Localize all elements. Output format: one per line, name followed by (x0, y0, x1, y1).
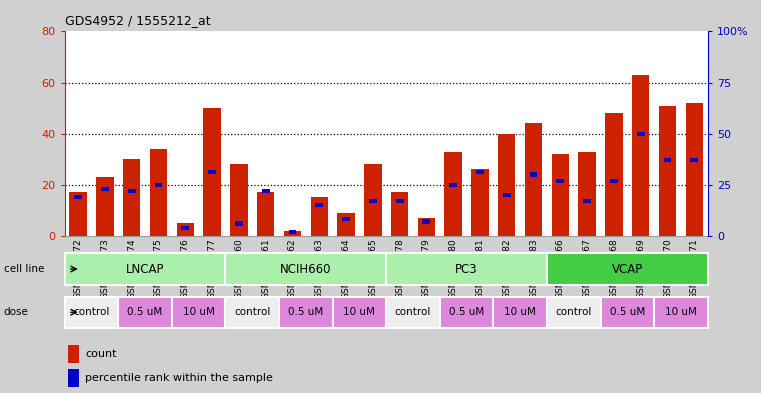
Bar (547, 297, 600, 328)
Text: 0.5 uM: 0.5 uM (127, 307, 163, 317)
Bar (279, 297, 333, 328)
Text: control: control (73, 307, 110, 317)
Bar (288, 230, 296, 234)
Bar (208, 171, 216, 174)
Bar (310, 197, 328, 236)
Text: 10 uM: 10 uM (505, 307, 536, 317)
Bar (364, 164, 381, 236)
Bar (65, 253, 225, 285)
Bar (172, 297, 225, 328)
Bar (530, 173, 537, 176)
Bar (493, 297, 547, 328)
Bar (235, 222, 243, 226)
Bar (181, 226, 189, 230)
Bar (128, 189, 135, 193)
Bar (547, 253, 708, 285)
Text: LNCAP: LNCAP (126, 263, 164, 275)
Text: 10 uM: 10 uM (183, 307, 215, 317)
Text: cell line: cell line (4, 264, 44, 274)
Bar (659, 105, 677, 236)
Bar (262, 189, 269, 193)
Bar (123, 159, 140, 236)
Bar (69, 192, 87, 236)
Bar (686, 103, 703, 236)
Bar (471, 169, 489, 236)
Bar (101, 187, 109, 191)
Text: percentile rank within the sample: percentile rank within the sample (85, 373, 273, 383)
Text: PC3: PC3 (455, 263, 478, 275)
Bar (203, 108, 221, 236)
Bar (449, 183, 457, 187)
Bar (284, 231, 301, 236)
Bar (444, 151, 462, 236)
Bar (654, 297, 708, 328)
Bar (583, 199, 591, 203)
Bar (690, 158, 699, 162)
Bar (150, 149, 167, 236)
Text: 0.5 uM: 0.5 uM (288, 307, 323, 317)
Bar (369, 199, 377, 203)
Bar (177, 223, 194, 236)
Bar (68, 369, 79, 387)
Bar (154, 183, 162, 187)
Bar (257, 192, 275, 236)
Bar (632, 75, 649, 236)
Bar (503, 193, 511, 197)
Text: NCIH660: NCIH660 (280, 263, 332, 275)
Bar (498, 134, 515, 236)
Text: VCAP: VCAP (612, 263, 643, 275)
Text: control: control (395, 307, 431, 317)
Bar (552, 154, 569, 236)
Bar (600, 297, 654, 328)
Bar (578, 151, 596, 236)
Bar (387, 297, 440, 328)
Bar (422, 219, 430, 224)
Bar (637, 132, 645, 136)
Text: 0.5 uM: 0.5 uM (610, 307, 645, 317)
Bar (230, 164, 247, 236)
Bar (664, 158, 671, 162)
Bar (391, 192, 409, 236)
Bar (315, 203, 323, 207)
Text: count: count (85, 349, 116, 359)
Bar (387, 253, 547, 285)
Bar (610, 178, 618, 183)
Text: 10 uM: 10 uM (665, 307, 697, 317)
Text: control: control (556, 307, 592, 317)
Bar (65, 297, 118, 328)
Bar (96, 177, 113, 236)
Bar (476, 171, 484, 174)
Text: GDS4952 / 1555212_at: GDS4952 / 1555212_at (65, 15, 210, 28)
Bar (418, 218, 435, 236)
Bar (556, 178, 565, 183)
Bar (396, 199, 403, 203)
Bar (225, 253, 387, 285)
Text: dose: dose (4, 307, 29, 317)
Text: control: control (234, 307, 270, 317)
Bar (74, 195, 82, 199)
Text: 0.5 uM: 0.5 uM (449, 307, 484, 317)
Bar (118, 297, 172, 328)
Bar (337, 213, 355, 236)
Bar (525, 123, 543, 236)
Bar (342, 217, 350, 222)
Bar (440, 297, 493, 328)
Text: 10 uM: 10 uM (343, 307, 375, 317)
Bar (225, 297, 279, 328)
Bar (333, 297, 387, 328)
Bar (68, 345, 79, 363)
Bar (605, 113, 622, 236)
